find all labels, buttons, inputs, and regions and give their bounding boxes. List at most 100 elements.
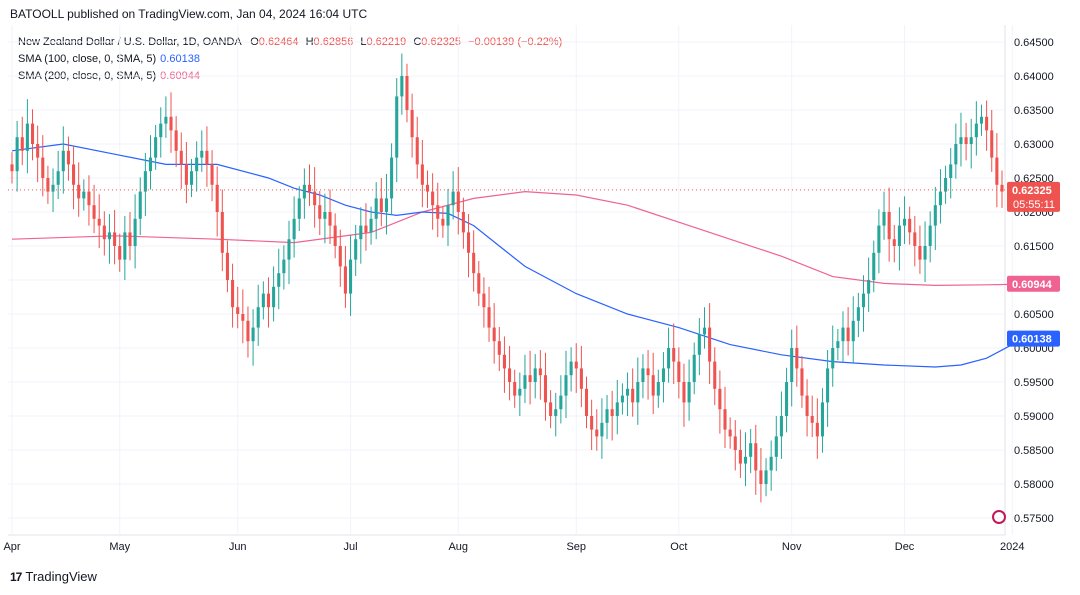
candle-body: [400, 76, 404, 97]
candle-body: [749, 443, 753, 457]
candle-body: [533, 368, 537, 382]
candle-body: [128, 232, 132, 246]
candle-body: [102, 225, 106, 240]
candle-body: [687, 382, 691, 403]
candle-body: [30, 123, 35, 144]
publish-header: BATOOLL published on TradingView.com, Ja…: [10, 7, 368, 21]
candle-body: [928, 225, 932, 246]
candle-body: [528, 375, 532, 382]
candle-body: [738, 450, 742, 464]
candle-body: [836, 341, 840, 348]
candle-body: [456, 191, 460, 212]
candle-body: [826, 368, 830, 403]
candle-body: [723, 409, 727, 430]
candle-body: [938, 191, 942, 206]
candle-body: [851, 320, 855, 342]
x-tick-label: Nov: [782, 541, 802, 553]
y-tick-label: 0.63000: [1014, 139, 1054, 151]
candle-body: [164, 116, 168, 124]
candle-body: [728, 429, 732, 437]
candle-body: [220, 212, 224, 253]
candle-body: [861, 293, 866, 308]
candle-body: [107, 232, 111, 240]
candle-body: [338, 246, 342, 267]
candle-body: [492, 327, 496, 342]
candle-body: [682, 382, 686, 403]
candle-body: [538, 368, 542, 376]
candle-body: [241, 314, 245, 321]
candle-body: [820, 402, 825, 437]
candle-body: [148, 157, 153, 172]
candle-body: [564, 375, 568, 396]
candle-body: [615, 402, 619, 416]
candle-body: [897, 225, 901, 246]
candle-body: [113, 232, 117, 246]
candle-body: [590, 416, 594, 430]
candle-body: [636, 382, 640, 403]
candle-body: [713, 361, 717, 389]
y-tick-label: 0.64000: [1014, 71, 1054, 83]
candle-body: [133, 218, 137, 246]
sma100-line: [11, 143, 1028, 368]
candle-body: [328, 212, 332, 226]
candle-body: [867, 280, 871, 294]
candle-body: [410, 110, 414, 138]
candle-body: [374, 198, 378, 219]
x-tick-label: Jun: [229, 541, 247, 553]
candle-body: [903, 218, 907, 226]
candle-body: [702, 327, 707, 335]
x-tick-label: Aug: [448, 541, 468, 553]
candle-body: [349, 259, 353, 294]
grid-lines: [8, 25, 1013, 536]
candle-body: [251, 327, 255, 342]
x-tick-label: Sep: [566, 541, 586, 553]
candle-body: [774, 436, 778, 457]
candle-body: [92, 205, 96, 219]
candle-body: [579, 368, 583, 389]
candle-body: [954, 144, 958, 165]
candle-body: [574, 361, 578, 369]
candle-body: [302, 184, 306, 199]
candle-body: [600, 422, 604, 437]
candle-body: [990, 130, 994, 158]
x-tick-label: Apr: [3, 541, 20, 553]
tradingview-logo-icon: 17: [10, 569, 22, 584]
sma100-row[interactable]: SMA (100, close, 0, SMA, 5) 0.60138: [18, 51, 562, 68]
candle-body: [333, 225, 337, 246]
candle-body: [210, 164, 214, 185]
candle-body: [790, 348, 794, 382]
candle-body: [626, 388, 630, 396]
candle-body: [513, 382, 517, 396]
candle-body: [508, 368, 512, 382]
footer-brand[interactable]: TradingView: [25, 569, 97, 584]
candle-body: [261, 293, 265, 308]
candle-body: [395, 96, 399, 158]
candle-body: [856, 307, 860, 321]
price-tag-countdown: 05:55:11: [1013, 199, 1055, 211]
candle-body: [51, 184, 55, 192]
candle-body: [236, 307, 240, 314]
candle-body: [661, 368, 665, 382]
candle-body: [969, 137, 973, 144]
candle-body: [318, 205, 322, 219]
candle-body: [154, 137, 158, 158]
candle-body: [595, 429, 599, 437]
y-tick-label: 0.58500: [1014, 445, 1054, 457]
candle-body: [646, 368, 650, 376]
candle-body: [82, 191, 86, 199]
candle-body: [292, 218, 296, 240]
x-tick-label: Jul: [344, 541, 358, 553]
settings-icon[interactable]: [992, 510, 1006, 524]
candle-body: [518, 388, 522, 396]
candle-body: [174, 130, 178, 151]
candle-body: [415, 137, 419, 165]
candle-body: [231, 280, 235, 308]
candle-body: [215, 184, 219, 212]
candle-body: [549, 402, 553, 416]
candle-body: [959, 137, 963, 144]
x-axis: Apr May Jun Jul Aug Sep Oct Nov Dec 2024: [3, 541, 1024, 553]
candle-body: [882, 212, 886, 226]
candle-body: [405, 76, 409, 110]
candle-body: [995, 157, 999, 185]
